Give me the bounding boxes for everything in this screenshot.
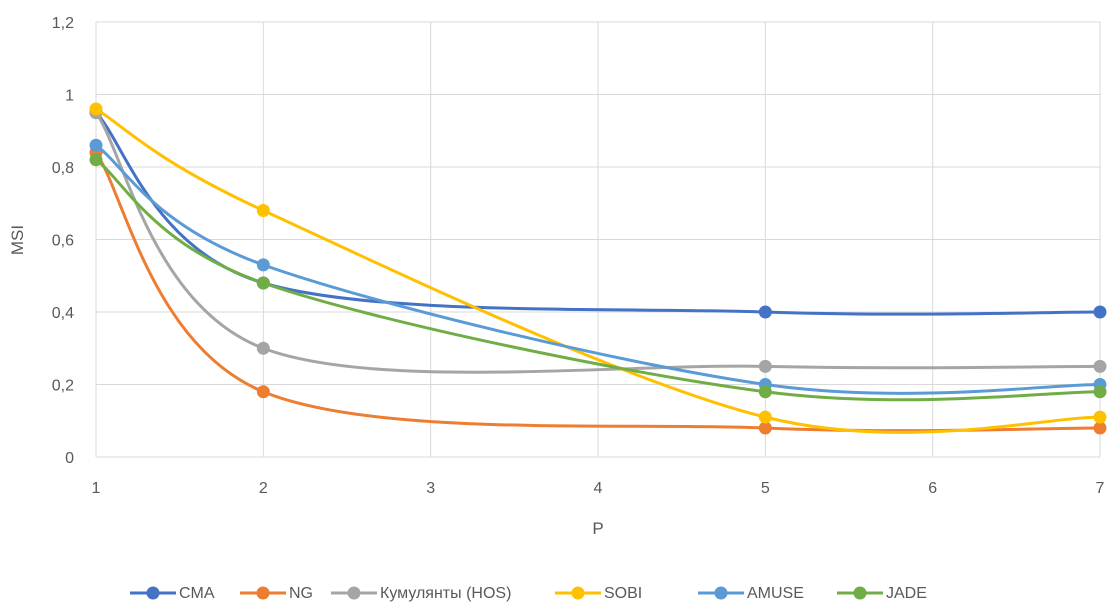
- x-axis-title: P: [592, 519, 603, 538]
- data-point: [758, 410, 772, 424]
- data-point: [1093, 385, 1107, 399]
- data-point: [89, 138, 103, 152]
- legend-swatch-marker: [347, 586, 361, 600]
- series-line: [94, 107, 1102, 434]
- legend-swatch-marker: [571, 586, 585, 600]
- data-point: [758, 385, 772, 399]
- x-tick-label: 2: [259, 480, 268, 497]
- series-jade: [89, 153, 1107, 402]
- series-line: [94, 111, 1102, 374]
- data-point: [1093, 421, 1107, 435]
- data-point: [89, 102, 103, 116]
- x-tick-label: 5: [761, 480, 770, 497]
- data-point: [89, 153, 103, 167]
- series-sobi: [89, 102, 1107, 434]
- data-point: [256, 204, 270, 217]
- y-tick-label: 0,6: [52, 233, 74, 250]
- data-point: [256, 276, 270, 290]
- legend-swatch-marker: [146, 586, 160, 600]
- data-point: [256, 258, 270, 272]
- legend-item: SOBI: [555, 585, 642, 602]
- x-axis-ticks: 1 2 3 4 5 6 7: [92, 480, 1105, 497]
- data-point: [1093, 359, 1107, 373]
- y-tick-label: 0,4: [52, 305, 74, 322]
- legend-item: CMA: [130, 585, 215, 602]
- series-line: [94, 158, 1102, 402]
- legend-label: SOBI: [604, 585, 642, 602]
- legend: CMA NG Кумулянты (HOS) SOBI AMUSE JADE: [130, 585, 927, 602]
- data-point: [256, 341, 270, 355]
- y-axis-ticks: 0 0,2 0,4 0,6 0,8 1 1,2: [52, 15, 74, 467]
- y-axis-title: MSI: [8, 225, 27, 255]
- x-tick-label: 1: [92, 480, 101, 497]
- legend-label: CMA: [179, 585, 215, 602]
- y-tick-label: 0,2: [52, 378, 74, 395]
- x-tick-label: 4: [594, 480, 603, 497]
- legend-swatch-marker: [714, 586, 728, 600]
- legend-item: Кумулянты (HOS): [331, 585, 511, 602]
- legend-item: JADE: [837, 585, 927, 602]
- legend-item: AMUSE: [698, 585, 804, 602]
- series-group: [89, 102, 1107, 435]
- data-point: [758, 305, 772, 319]
- data-point: [758, 421, 772, 435]
- legend-label: Кумулянты (HOS): [380, 585, 511, 602]
- x-tick-label: 6: [928, 480, 937, 497]
- legend-item: NG: [240, 585, 313, 602]
- legend-swatch-marker: [853, 586, 867, 600]
- y-tick-label: 0: [65, 450, 74, 467]
- y-tick-label: 1: [65, 88, 74, 105]
- legend-swatch-marker: [256, 586, 270, 600]
- data-point: [1093, 305, 1107, 319]
- y-tick-label: 0,8: [52, 160, 74, 177]
- series-line: [94, 111, 1102, 316]
- data-point: [1093, 410, 1107, 424]
- x-tick-label: 3: [426, 480, 435, 497]
- data-point: [256, 385, 270, 399]
- legend-label: NG: [289, 585, 313, 602]
- legend-label: AMUSE: [747, 585, 804, 602]
- data-point: [758, 359, 772, 373]
- x-tick-label: 7: [1096, 480, 1105, 497]
- series-line: [94, 143, 1102, 395]
- legend-label: JADE: [886, 585, 927, 602]
- y-tick-label: 1,2: [52, 15, 74, 32]
